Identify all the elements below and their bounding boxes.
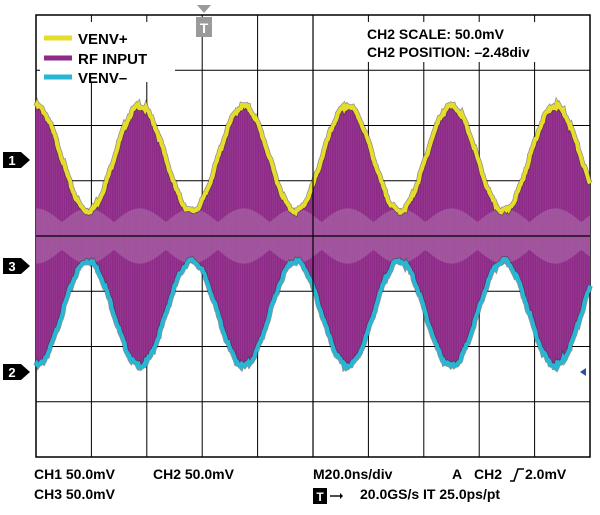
- ch2-scale: CH2 50.0mV: [153, 466, 234, 482]
- trigger-mode: A: [452, 466, 463, 482]
- svg-text:T: T: [316, 490, 324, 504]
- legend-label-venv-plus: VENV+: [78, 31, 128, 48]
- trigger-icon: T: [313, 488, 343, 507]
- status-line-2: CH3 50.0mV T 20.0GS/s IT 25.0ps/pt: [0, 486, 600, 506]
- channel-2-marker[interactable]: 2: [3, 364, 30, 380]
- status-line-1: CH1 50.0mV CH2 50.0mV M20.0ns/div A CH2 …: [0, 466, 600, 486]
- ch3-scale: CH3 50.0mV: [34, 486, 115, 502]
- graticule-center-lines: [36, 15, 590, 457]
- channel-readout: CH2 SCALE: 50.0mV CH2 POSITION: –2.48div: [360, 22, 586, 62]
- trigger-level-marker[interactable]: [580, 368, 586, 376]
- legend-label-venv-minus: VENV–: [78, 70, 127, 87]
- trigger-level: 2.0mV: [525, 466, 567, 482]
- ch2-position-readout: CH2 POSITION: –2.48div: [367, 44, 530, 60]
- rising-edge-icon: [509, 467, 525, 486]
- trigger-position-label: T: [200, 20, 209, 36]
- trigger-source: CH2: [474, 466, 503, 482]
- ch2-scale-readout: CH2 SCALE: 50.0mV: [367, 26, 505, 42]
- timebase: M20.0ns/div: [313, 466, 393, 482]
- legend: VENV+ RF INPUT VENV–: [40, 22, 175, 87]
- channel-3-marker[interactable]: 3: [3, 258, 30, 274]
- channel-2-marker-label: 2: [8, 365, 15, 380]
- channel-1-marker-label: 1: [8, 153, 15, 168]
- channel-3-marker-label: 3: [8, 259, 15, 274]
- legend-label-rf-input: RF INPUT: [78, 51, 147, 68]
- channel-1-marker[interactable]: 1: [3, 152, 30, 168]
- trigger-position-marker[interactable]: T: [196, 5, 212, 37]
- sample-rate: 20.0GS/s IT 25.0ps/pt: [360, 486, 501, 502]
- ch1-scale: CH1 50.0mV: [34, 466, 115, 482]
